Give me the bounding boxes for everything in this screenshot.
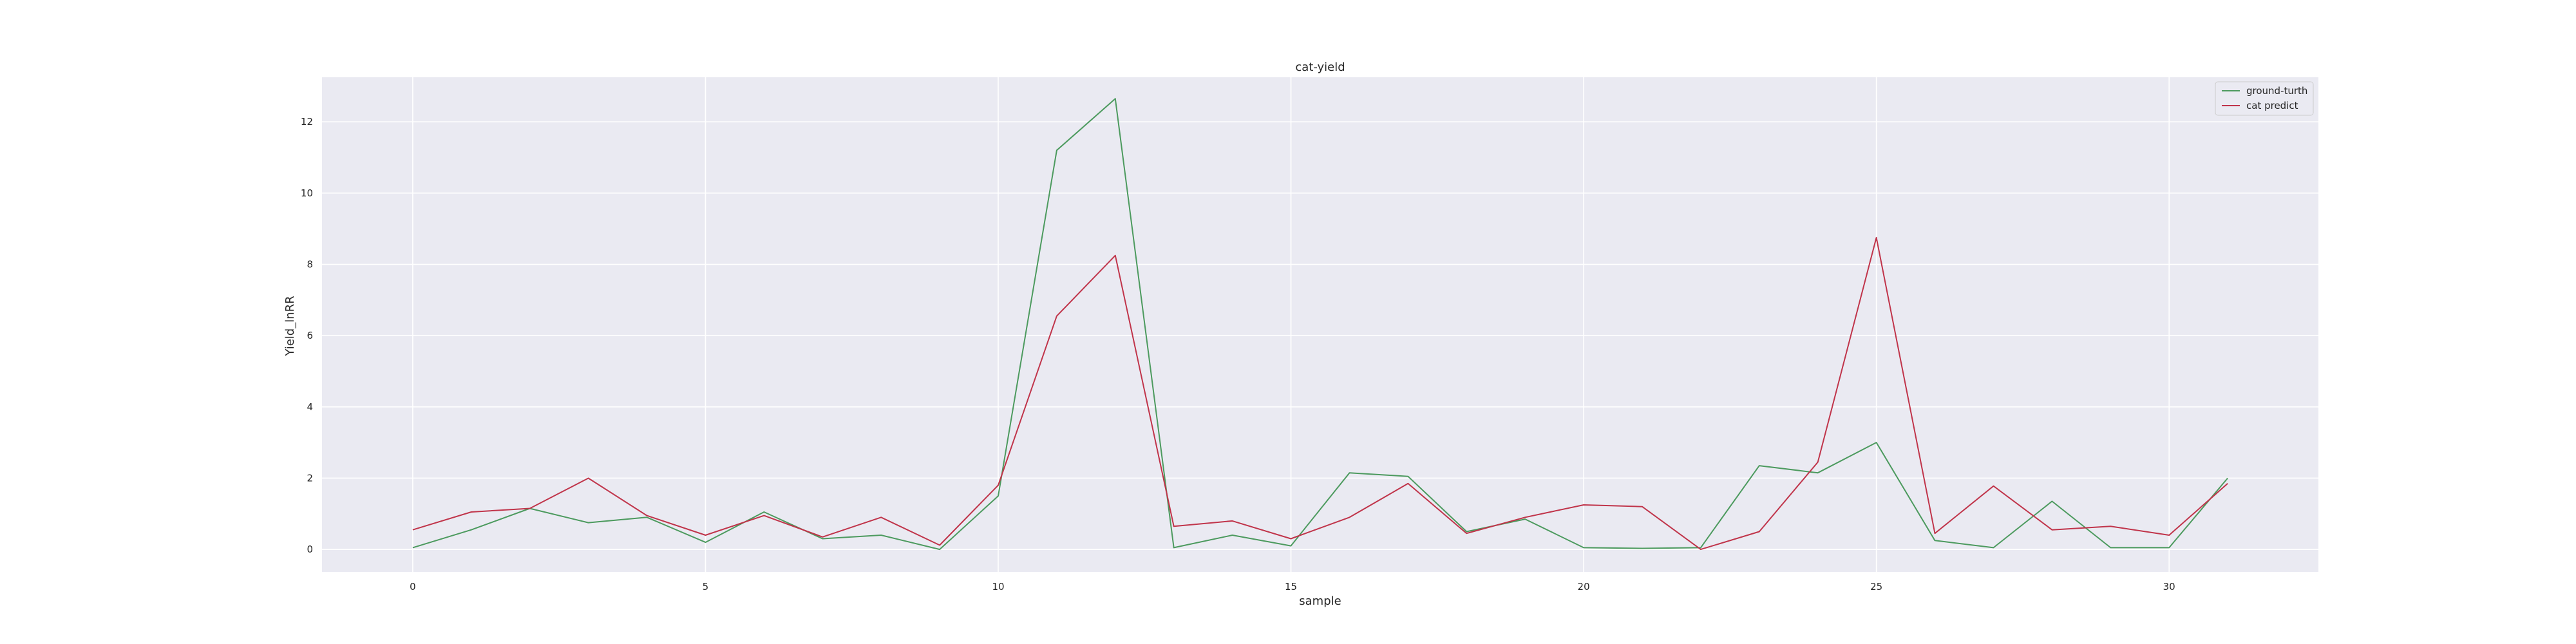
x-tick-label: 30 (2163, 581, 2175, 592)
x-tick-label: 10 (992, 581, 1004, 592)
legend-label-cat-predict: cat predict (2246, 100, 2298, 111)
tick-labels: 0 5 10 15 20 25 30 0 2 4 6 8 10 12 (301, 116, 2175, 592)
series-line-ground-turth (412, 98, 2228, 551)
chart-title: cat-yield (1295, 61, 1345, 74)
plot-background (322, 77, 2318, 572)
y-tick-label: 6 (307, 330, 313, 341)
series-line-cat-predict (412, 237, 2228, 551)
y-axis-label: Yield_lnRR (283, 296, 297, 356)
x-tick-label: 15 (1285, 581, 1297, 592)
legend-label-ground-turth: ground-turth (2246, 85, 2307, 97)
series-lines (412, 98, 2228, 551)
y-tick-label: 12 (301, 116, 313, 128)
y-tick-label: 0 (307, 544, 313, 555)
y-tick-label: 4 (307, 401, 313, 413)
y-tick-label: 10 (301, 187, 313, 199)
x-axis-label: sample (1299, 594, 1341, 608)
y-tick-label: 2 (307, 472, 313, 484)
gridlines (322, 77, 2318, 572)
x-tick-label: 5 (703, 581, 709, 592)
x-tick-label: 0 (410, 581, 416, 592)
y-tick-label: 8 (307, 258, 313, 270)
x-tick-label: 20 (1578, 581, 1590, 592)
legend: ground-turth cat predict (2215, 81, 2314, 116)
x-tick-label: 25 (1870, 581, 1882, 592)
